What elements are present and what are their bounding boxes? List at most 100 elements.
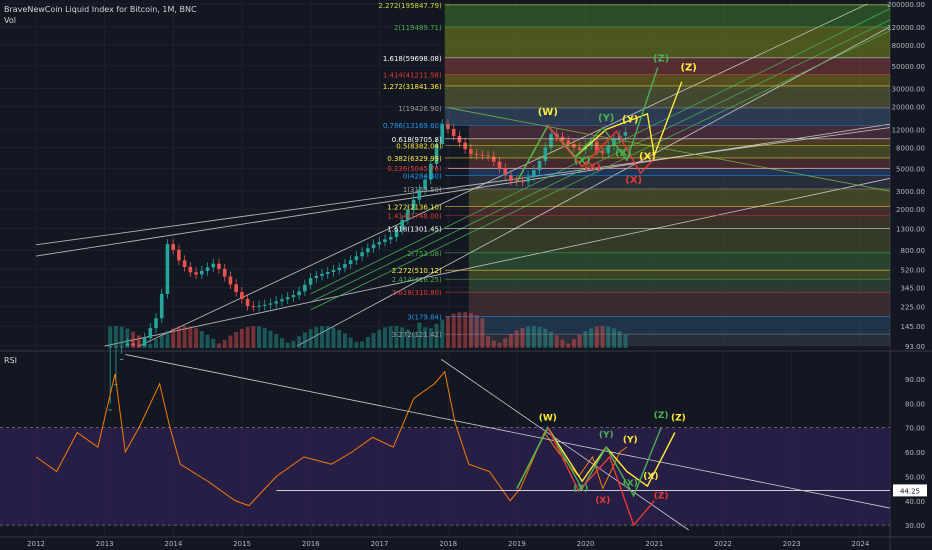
- trend-line: [296, 26, 891, 347]
- candle-body: [480, 154, 485, 156]
- fib-zone: [468, 157, 890, 169]
- volume-bar: [617, 331, 622, 348]
- volume-bar: [274, 334, 279, 348]
- volume-bar: [560, 339, 565, 348]
- volume-bar: [113, 326, 118, 348]
- candle-body: [406, 209, 410, 221]
- fib-level-label: 2(119489.71): [394, 24, 442, 32]
- candle-body: [394, 230, 399, 237]
- candle-body: [320, 273, 324, 276]
- fib-zone: [468, 206, 890, 216]
- candle-body: [257, 305, 261, 307]
- x-tick-label: 2018: [439, 540, 457, 548]
- rsi-wave-label: (Z): [654, 411, 669, 421]
- candle-body: [194, 272, 198, 275]
- y-tick-label: 120000.00: [887, 24, 925, 32]
- candle-body: [440, 124, 445, 145]
- volume-bar: [268, 330, 273, 348]
- volume-bar: [577, 334, 582, 348]
- volume-bar: [165, 331, 170, 348]
- volume-bar: [468, 313, 473, 348]
- fib-level-label: 0(4284.40): [403, 172, 442, 180]
- volume-bar: [211, 338, 216, 348]
- fib-level-label: 2.272(195847.79): [378, 2, 442, 10]
- fib-labels: 2.272(195847.79) 2(119489.71) 1.618(59698.…: [378, 2, 890, 339]
- fib-zone: [444, 26, 890, 58]
- volume-bar: [302, 332, 307, 348]
- fib-level-label: 0.618(9705.8): [392, 136, 442, 144]
- volume-bar: [308, 329, 313, 348]
- candle-body: [234, 284, 238, 293]
- candle-body: [331, 270, 336, 273]
- candle-body: [543, 147, 548, 161]
- y-tick-label: 3000.00: [896, 188, 925, 196]
- candle-body: [154, 318, 158, 329]
- rsi-wave-label: (X): [595, 496, 610, 506]
- volume-bar: [194, 328, 199, 348]
- chart-title: BraveNewCoin Liquid Index for Bitcoin, 1…: [4, 5, 197, 14]
- volume-bar: [417, 322, 422, 348]
- candle-body: [371, 244, 376, 249]
- volume-bar: [119, 326, 124, 348]
- volume-bar: [549, 331, 554, 348]
- candle-body: [228, 276, 233, 285]
- candle-body: [509, 175, 513, 181]
- x-tick-label: 2015: [233, 540, 251, 548]
- fib-zone: [468, 215, 890, 229]
- trend-line: [35, 127, 891, 246]
- volume-bar: [474, 315, 479, 348]
- volume-bar: [388, 326, 393, 348]
- candle-body: [532, 170, 536, 177]
- fib-level-label: 1.618(1301.45): [387, 225, 442, 233]
- volume-bar: [216, 343, 221, 348]
- fib-level-label: 1(3153.50): [403, 186, 442, 194]
- fib-zone: [468, 252, 890, 271]
- candle-body: [503, 168, 508, 176]
- candle-body: [165, 244, 170, 294]
- candle-body: [142, 337, 147, 346]
- fib-zone: [444, 74, 890, 86]
- candle-body: [566, 140, 570, 145]
- fib-zone: [444, 57, 890, 75]
- volume-bar: [405, 329, 410, 348]
- fib-zone: [468, 279, 890, 293]
- volume-bar: [486, 336, 491, 348]
- rsi-y-tick-label: 50.00: [905, 473, 925, 481]
- candle-body: [119, 358, 124, 360]
- volume-bar: [337, 330, 342, 348]
- wave-path: [547, 125, 655, 175]
- candle-body: [251, 305, 256, 307]
- wave-label: (X): [639, 152, 656, 163]
- volume-bar: [623, 334, 628, 348]
- y-tick-label: 30000.00: [892, 86, 925, 94]
- y-tick-label: 12000.00: [892, 126, 925, 134]
- fib-level-label: 1.414(1748.00): [387, 212, 442, 220]
- rsi-wave-label: (Y): [623, 435, 638, 445]
- y-tick-label: 80000.00: [892, 42, 925, 50]
- fib-level-label: 0.5(8382.04): [396, 142, 442, 150]
- fib-level-label: 0.786(13169.60): [383, 122, 442, 130]
- volume-bar: [234, 331, 239, 348]
- volume-bar: [108, 326, 113, 348]
- candle-body: [428, 163, 433, 180]
- candle-body: [274, 301, 279, 304]
- candle-body: [222, 268, 227, 277]
- y-tick-label: 2000.00: [896, 206, 925, 214]
- volume-bar: [537, 326, 542, 348]
- candle-body: [348, 260, 353, 265]
- wave-label: (X): [615, 148, 632, 159]
- volume-bar: [531, 326, 536, 348]
- fib-zone: [444, 107, 890, 126]
- y-tick-label: 225.00: [901, 304, 926, 312]
- y-tick-label: 20000.00: [892, 104, 925, 112]
- axes: 200000.00 120000.00 80000.00 50000.00 30000.…: [27, 1, 927, 548]
- rsi-value-badge: [893, 484, 927, 497]
- candle-body: [337, 267, 341, 271]
- trend-line: [310, 30, 891, 311]
- fib-level-label: 3(179.84): [407, 314, 442, 322]
- candle-body: [108, 409, 112, 411]
- y-tick-label: 5000.00: [896, 165, 925, 173]
- fib-level-label: 1.618(59698.08): [383, 55, 442, 63]
- rsi-wave-path: [516, 426, 662, 498]
